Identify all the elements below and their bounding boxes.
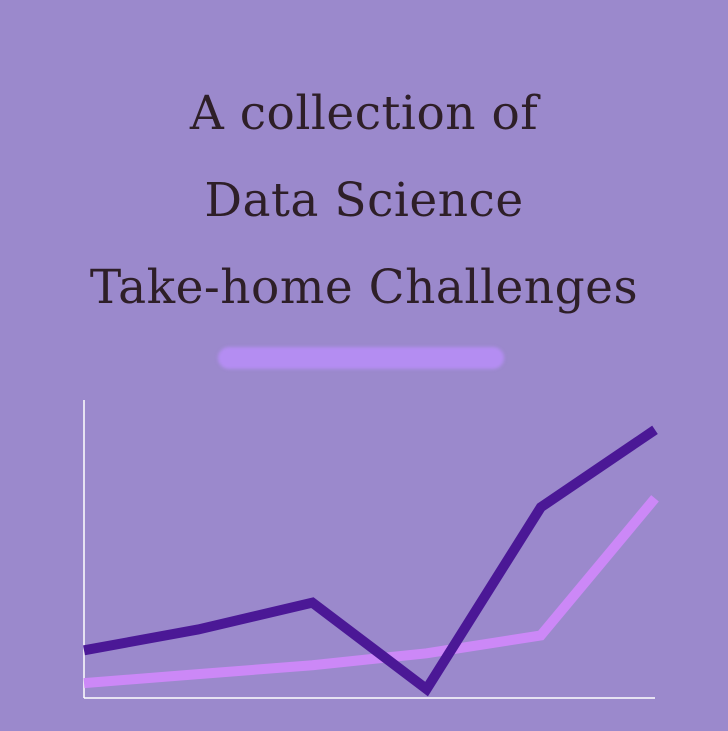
series-line-1	[83, 425, 658, 697]
divider-bar	[218, 347, 504, 369]
title-line-1: A collection of	[189, 86, 539, 141]
title: A collection of Data Science Take-home C…	[0, 70, 728, 331]
title-line-2: Data Science	[204, 173, 524, 228]
series-layer	[83, 425, 659, 697]
title-line-3: Take-home Challenges	[89, 260, 639, 315]
series-line-2	[83, 495, 659, 689]
